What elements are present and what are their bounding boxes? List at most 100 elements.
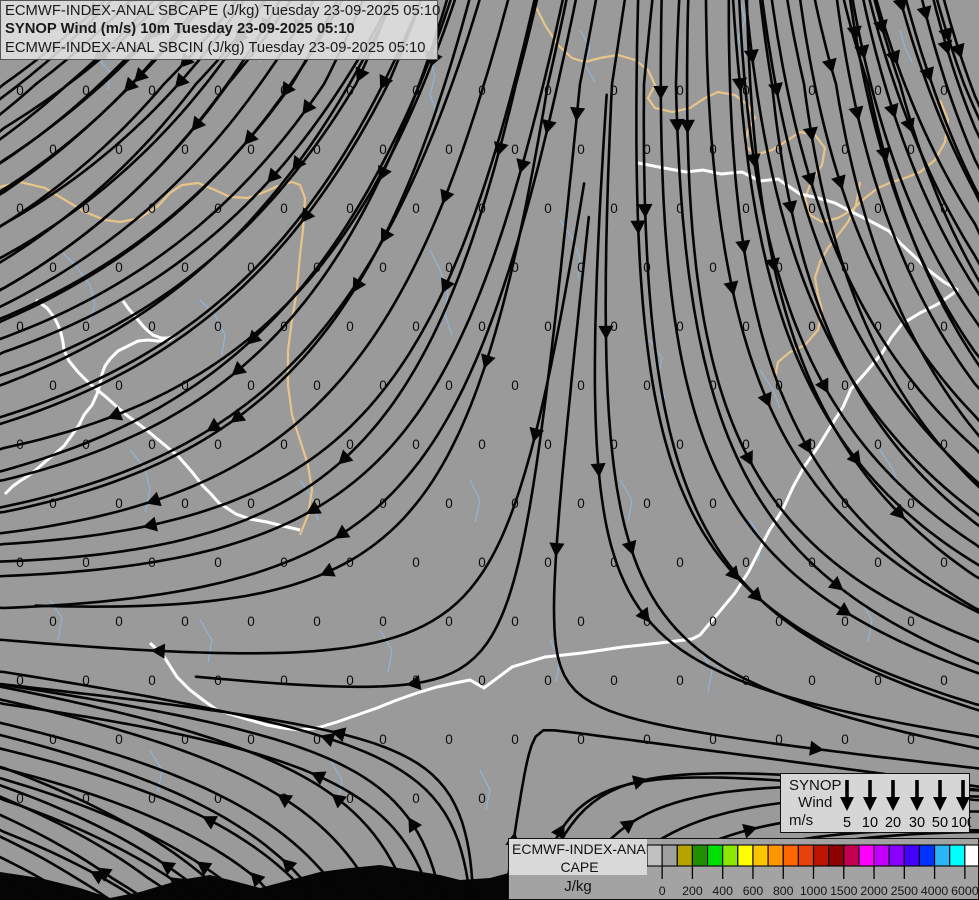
svg-text:0: 0 xyxy=(676,201,684,216)
svg-text:0: 0 xyxy=(280,791,288,806)
svg-text:4000: 4000 xyxy=(921,884,949,898)
svg-text:0: 0 xyxy=(148,437,156,452)
svg-text:800: 800 xyxy=(773,884,794,898)
svg-text:0: 0 xyxy=(115,496,123,511)
svg-text:0: 0 xyxy=(511,732,519,747)
svg-text:0: 0 xyxy=(313,260,321,275)
svg-text:0: 0 xyxy=(907,260,915,275)
svg-text:0: 0 xyxy=(610,673,618,688)
svg-text:0: 0 xyxy=(808,437,816,452)
svg-text:0: 0 xyxy=(82,791,90,806)
svg-text:0: 0 xyxy=(577,732,585,747)
svg-text:0: 0 xyxy=(16,555,24,570)
svg-text:0: 0 xyxy=(742,555,750,570)
svg-text:0: 0 xyxy=(577,614,585,629)
svg-text:0: 0 xyxy=(148,555,156,570)
svg-text:0: 0 xyxy=(676,83,684,98)
svg-text:0: 0 xyxy=(808,555,816,570)
svg-text:0: 0 xyxy=(478,201,486,216)
svg-text:0: 0 xyxy=(346,791,354,806)
svg-text:0: 0 xyxy=(49,142,57,157)
svg-text:0: 0 xyxy=(643,732,651,747)
svg-text:0: 0 xyxy=(478,555,486,570)
svg-text:0: 0 xyxy=(775,260,783,275)
svg-text:0: 0 xyxy=(346,83,354,98)
svg-text:0: 0 xyxy=(610,201,618,216)
svg-text:400: 400 xyxy=(712,884,733,898)
svg-text:0: 0 xyxy=(379,142,387,157)
svg-text:0: 0 xyxy=(16,791,24,806)
svg-text:0: 0 xyxy=(709,142,717,157)
svg-text:0: 0 xyxy=(610,437,618,452)
svg-text:0: 0 xyxy=(544,673,552,688)
svg-text:0: 0 xyxy=(643,496,651,511)
svg-text:0: 0 xyxy=(49,732,57,747)
svg-text:0: 0 xyxy=(148,83,156,98)
svg-text:0: 0 xyxy=(16,673,24,688)
svg-text:0: 0 xyxy=(808,201,816,216)
svg-text:0: 0 xyxy=(16,83,24,98)
svg-text:0: 0 xyxy=(808,673,816,688)
svg-text:0: 0 xyxy=(181,142,189,157)
svg-text:0: 0 xyxy=(280,201,288,216)
svg-text:0: 0 xyxy=(445,378,453,393)
svg-text:0: 0 xyxy=(742,319,750,334)
svg-text:0: 0 xyxy=(313,496,321,511)
svg-text:0: 0 xyxy=(643,378,651,393)
svg-text:0: 0 xyxy=(841,732,849,747)
svg-text:0: 0 xyxy=(247,378,255,393)
svg-text:0: 0 xyxy=(478,437,486,452)
svg-text:0: 0 xyxy=(115,614,123,629)
svg-text:0: 0 xyxy=(379,496,387,511)
svg-text:0: 0 xyxy=(643,142,651,157)
svg-text:0: 0 xyxy=(742,437,750,452)
svg-text:0: 0 xyxy=(775,378,783,393)
svg-text:0: 0 xyxy=(544,555,552,570)
svg-text:0: 0 xyxy=(49,614,57,629)
svg-text:0: 0 xyxy=(544,83,552,98)
svg-text:0: 0 xyxy=(82,201,90,216)
svg-text:0: 0 xyxy=(610,555,618,570)
svg-text:0: 0 xyxy=(808,319,816,334)
svg-text:0: 0 xyxy=(313,378,321,393)
svg-text:0: 0 xyxy=(115,142,123,157)
svg-text:0: 0 xyxy=(82,437,90,452)
svg-text:0: 0 xyxy=(16,437,24,452)
svg-text:0: 0 xyxy=(709,378,717,393)
svg-text:5: 5 xyxy=(843,815,851,831)
svg-text:0: 0 xyxy=(577,496,585,511)
svg-text:0: 0 xyxy=(115,260,123,275)
svg-text:0: 0 xyxy=(214,791,222,806)
svg-text:0: 0 xyxy=(82,555,90,570)
svg-text:0: 0 xyxy=(247,614,255,629)
svg-text:0: 0 xyxy=(874,673,882,688)
svg-text:0: 0 xyxy=(148,201,156,216)
svg-text:0: 0 xyxy=(346,555,354,570)
svg-text:0: 0 xyxy=(874,555,882,570)
svg-text:0: 0 xyxy=(280,83,288,98)
svg-text:0: 0 xyxy=(874,437,882,452)
svg-text:0: 0 xyxy=(280,319,288,334)
svg-text:0: 0 xyxy=(478,319,486,334)
svg-text:0: 0 xyxy=(676,555,684,570)
svg-text:0: 0 xyxy=(841,378,849,393)
svg-text:0: 0 xyxy=(115,732,123,747)
svg-text:0: 0 xyxy=(280,673,288,688)
svg-text:1500: 1500 xyxy=(830,884,858,898)
svg-text:0: 0 xyxy=(659,884,666,898)
svg-text:0: 0 xyxy=(907,496,915,511)
svg-text:0: 0 xyxy=(577,260,585,275)
svg-text:100: 100 xyxy=(951,815,971,831)
svg-text:0: 0 xyxy=(247,260,255,275)
svg-text:0: 0 xyxy=(874,201,882,216)
svg-text:0: 0 xyxy=(445,614,453,629)
svg-text:0: 0 xyxy=(511,496,519,511)
svg-text:0: 0 xyxy=(214,319,222,334)
svg-text:0: 0 xyxy=(874,83,882,98)
svg-text:0: 0 xyxy=(412,437,420,452)
svg-text:200: 200 xyxy=(682,884,703,898)
svg-text:0: 0 xyxy=(907,614,915,629)
svg-text:0: 0 xyxy=(445,260,453,275)
svg-text:0: 0 xyxy=(511,260,519,275)
svg-text:0: 0 xyxy=(940,319,948,334)
